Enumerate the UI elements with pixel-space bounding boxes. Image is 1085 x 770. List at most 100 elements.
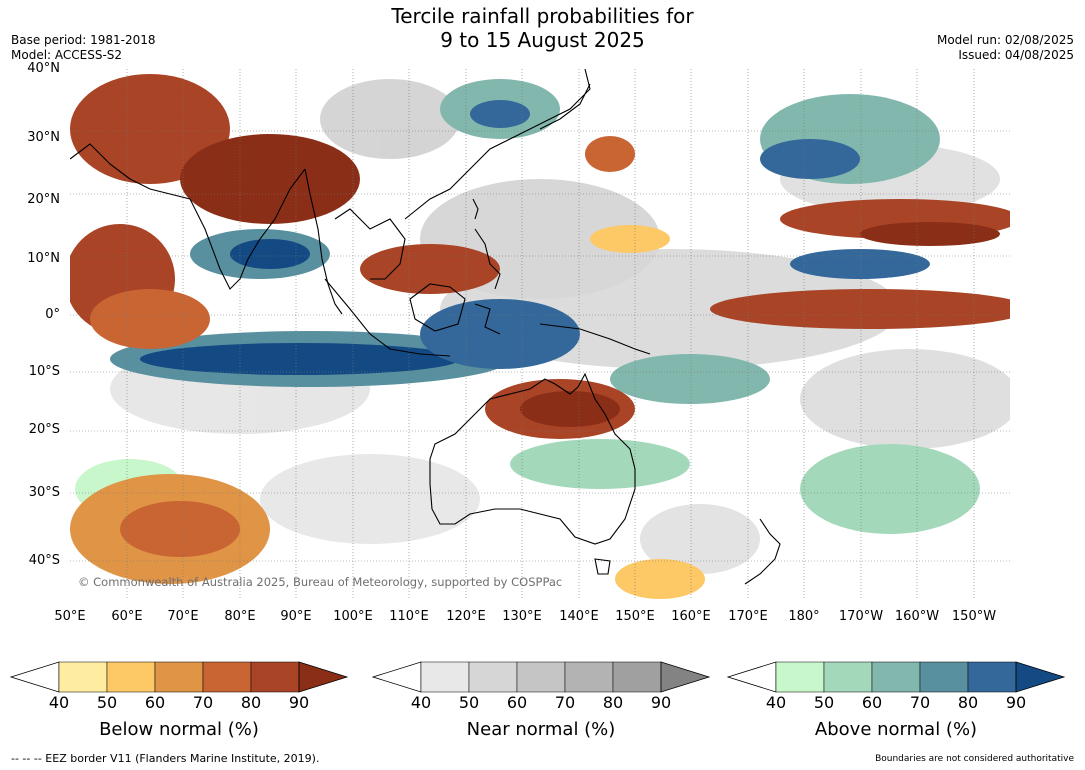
above-core-bay-of-bengal [230, 239, 310, 269]
near-tick-60: 60 [506, 693, 528, 712]
near-segment-4 [564, 661, 614, 693]
near-tick-50: 50 [458, 693, 480, 712]
above-segment-4 [919, 661, 969, 693]
above-field-coral-sea [610, 354, 770, 404]
colorbar-below-segments [10, 661, 349, 693]
coastline-arabia-iran [70, 143, 196, 210]
below-segment-over [298, 661, 349, 693]
probability-map[interactable]: © Commonwealth of Australia 2025, Bureau… [70, 69, 1010, 600]
below-field-west-pacific [590, 225, 670, 253]
coastline-japan [539, 83, 591, 130]
lon-tick-150e: 150°E [615, 609, 655, 624]
coastline-philippines [474, 228, 501, 290]
above-normal-label: Above normal (%) [814, 719, 978, 740]
lat-tick-0: 0° [45, 307, 60, 322]
coastline-sumatra [324, 278, 391, 350]
above-tick-40: 40 [765, 693, 787, 712]
near-segment-3 [516, 661, 566, 693]
lon-tick-90e: 90°E [280, 609, 312, 624]
coastline-borneo [409, 283, 466, 332]
lon-tick-60e: 60°E [111, 609, 143, 624]
below-core-south-indian [120, 501, 240, 557]
lon-tick-170w: 170°W [838, 609, 884, 624]
above-tick-80: 80 [957, 693, 979, 712]
below-tick-80: 80 [240, 693, 262, 712]
near-segment-under [372, 661, 422, 693]
lon-tick-180: 180° [788, 609, 820, 624]
above-segment-5 [967, 661, 1017, 693]
below-field-arabia [70, 74, 230, 184]
lat-tick-20s: 20°S [28, 422, 60, 437]
near-segment-1 [420, 661, 470, 693]
lat-tick-10n: 10°N [27, 251, 60, 266]
above-core-north-pacific [760, 139, 860, 179]
above-segment-2 [823, 661, 873, 693]
below-field-tasman [615, 559, 705, 599]
near-tick-70: 70 [554, 693, 576, 712]
below-field-india-north [180, 134, 360, 224]
coastline-india [194, 168, 306, 290]
below-segment-under [10, 661, 60, 693]
lat-tick-30n: 30°N [27, 130, 60, 145]
below-segment-1 [58, 661, 108, 693]
above-core-china [470, 100, 530, 128]
near-segment-over [660, 661, 711, 693]
lat-tick-20n: 20°N [27, 192, 60, 207]
near-tick-90: 90 [650, 693, 672, 712]
near-field-tibet [320, 79, 460, 159]
below-field-south-china-sea [360, 244, 500, 294]
model-text: Model: ACCESS-S2 [11, 48, 123, 62]
coastline-tasmania [594, 558, 611, 575]
near-field-south-pacific [800, 349, 1010, 449]
coastline-new-zealand [744, 518, 781, 585]
lon-tick-100e: 100°E [333, 609, 373, 624]
lon-tick-130e: 130°E [502, 609, 542, 624]
above-segment-3 [871, 661, 921, 693]
below-normal-fields [70, 74, 1010, 599]
lon-tick-140e: 140°E [559, 609, 599, 624]
map-title: Tercile rainfall probabilities for 9 to … [0, 4, 1085, 52]
lat-tick-40s: 40°S [28, 553, 60, 568]
above-segment-over [1015, 661, 1066, 693]
lat-tick-40n: 40°N [27, 61, 60, 76]
below-tick-40: 40 [48, 693, 70, 712]
below-segment-5 [250, 661, 300, 693]
meta-left: Base period: 1981-2018 Model: ACCESS-S2 [11, 33, 156, 63]
boundaries-disclaimer: Boundaries are not considered authoritat… [875, 754, 1074, 764]
lon-tick-110e: 110°E [389, 609, 429, 624]
coastline-sulawesi [474, 303, 501, 335]
lon-tick-150w: 150°W [951, 609, 997, 624]
below-tick-70: 70 [192, 693, 214, 712]
below-tick-60: 60 [144, 693, 166, 712]
coastline-australia [429, 372, 636, 545]
lon-tick-80e: 80°E [224, 609, 256, 624]
below-field-west-indian-eq [90, 289, 210, 349]
above-tick-60: 60 [861, 693, 883, 712]
near-normal-label: Near normal (%) [466, 719, 616, 740]
above-tick-90: 90 [1005, 693, 1027, 712]
near-tick-40: 40 [410, 693, 432, 712]
below-core-north-pacific-20n [860, 222, 1000, 246]
lon-tick-70e: 70°E [167, 609, 199, 624]
colorbar-above-normal [727, 661, 1066, 693]
coastline-java [389, 348, 451, 357]
below-core-north-australia [520, 391, 620, 427]
colorbar-below-normal [10, 661, 349, 693]
colorbar-near-segments [372, 661, 711, 693]
above-segment-1 [775, 661, 825, 693]
below-tick-50: 50 [96, 693, 118, 712]
coastline-china [404, 69, 591, 220]
eez-border-note: -- -- -- EEZ border V11 (Flanders Marine… [11, 752, 320, 765]
lat-tick-30s: 30°S [28, 485, 60, 500]
near-field-tasman [640, 504, 760, 574]
below-segment-3 [154, 661, 204, 693]
coastline-indochina [334, 208, 406, 280]
near-tick-80: 80 [602, 693, 624, 712]
model-run-text: Model run: 02/08/2025 [936, 33, 1074, 47]
below-segment-2 [106, 661, 156, 693]
copyright-notice: © Commonwealth of Australia 2025, Bureau… [78, 575, 563, 589]
colorbar-near-normal [372, 661, 711, 693]
coastline-burma-malay [304, 168, 343, 315]
title-line-1: Tercile rainfall probabilities for [391, 4, 694, 28]
issued-text: Issued: 04/08/2025 [958, 48, 1074, 62]
